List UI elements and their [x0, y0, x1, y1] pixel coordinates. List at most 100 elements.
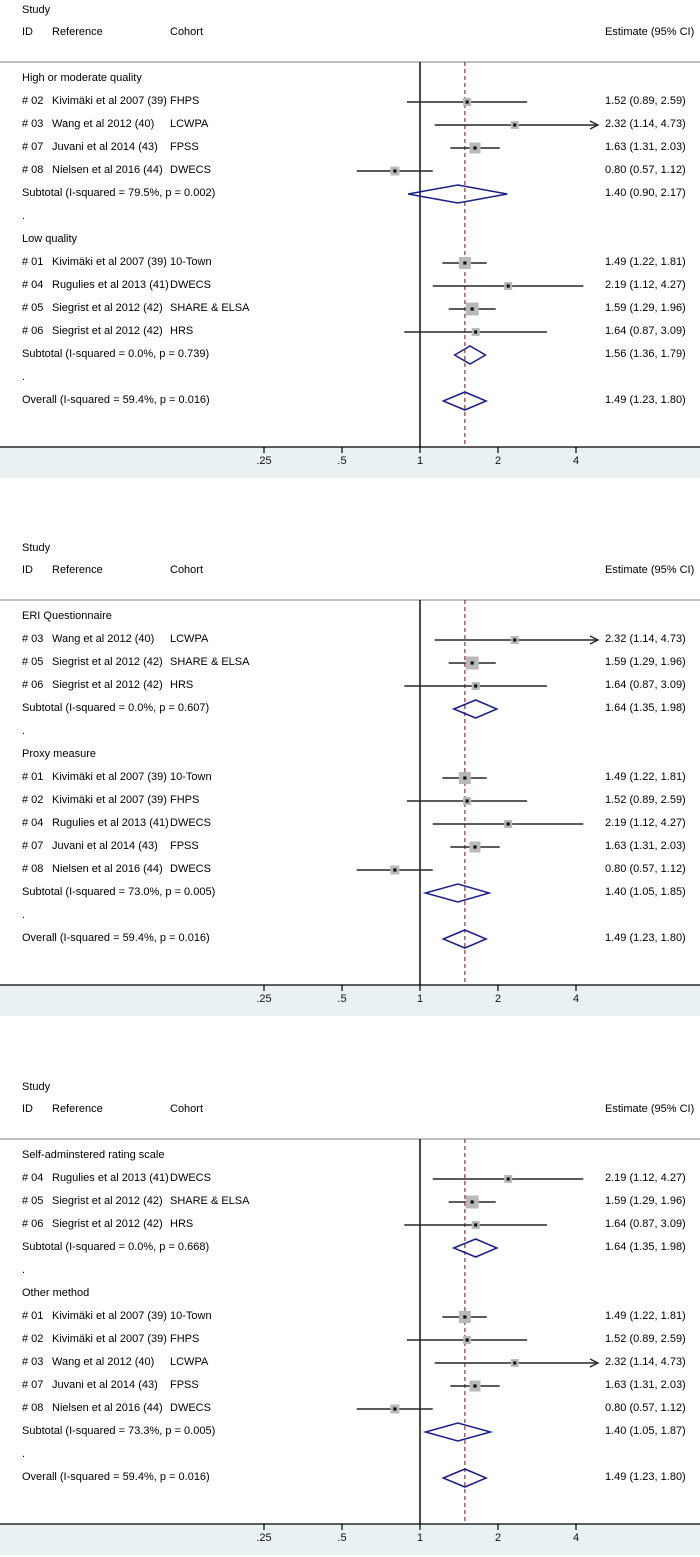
column-header-study: Study [22, 1081, 51, 1093]
axis-strip [0, 447, 700, 478]
axis-tick-label: .25 [256, 1532, 272, 1544]
study-id: # 04 [22, 1172, 44, 1184]
column-header-cohort: Cohort [170, 564, 204, 576]
study-estimate-ci: 1.59 (1.29, 1.96) [605, 302, 686, 314]
study-cohort: SHARE & ELSA [170, 656, 250, 668]
study-cohort: SHARE & ELSA [170, 302, 250, 314]
study-id: # 05 [22, 1195, 44, 1207]
point-estimate-marker [513, 123, 517, 127]
point-estimate-marker [393, 1407, 397, 1411]
point-estimate-marker [474, 1223, 478, 1227]
point-estimate-marker [474, 330, 478, 334]
spacer-dot: . [22, 725, 26, 737]
panel-plot-1 [0, 61, 700, 478]
study-cohort: DWECS [170, 817, 211, 829]
subtotal-label: Subtotal (I-squared = 73.0%, p = 0.005) [22, 886, 216, 898]
study-cohort: HRS [170, 325, 194, 337]
ci-clip-arrow [589, 635, 600, 645]
study-id: # 02 [22, 1333, 44, 1345]
subtotal-estimate-ci: 1.40 (0.90, 2.17) [605, 187, 686, 199]
column-header-id: ID [22, 1103, 33, 1115]
spacer-dot: . [22, 909, 26, 921]
ci-clip-arrow [589, 120, 600, 130]
column-header-reference: Reference [52, 564, 103, 576]
point-estimate-marker [473, 1384, 477, 1388]
study-estimate-ci: 1.64 (0.87, 3.09) [605, 325, 686, 337]
column-header-id: ID [22, 564, 33, 576]
study-estimate-ci: 1.59 (1.29, 1.96) [605, 656, 686, 668]
study-id: # 07 [22, 141, 44, 153]
group-label: Self-adminstered rating scale [22, 1149, 165, 1161]
subtotal-diamond [408, 184, 508, 204]
group-label: Proxy measure [22, 748, 96, 760]
subtotal-estimate-ci: 1.64 (1.35, 1.98) [605, 1241, 686, 1253]
point-estimate-marker [470, 661, 474, 665]
study-reference: Wang et al 2012 (40) [52, 633, 155, 645]
study-estimate-ci: 1.64 (0.87, 3.09) [605, 1218, 686, 1230]
study-reference: Rugulies et al 2013 (41) [52, 817, 169, 829]
study-estimate-ci: 2.19 (1.12, 4.27) [605, 1172, 686, 1184]
point-estimate-marker [506, 822, 510, 826]
study-id: # 08 [22, 164, 44, 176]
overall-estimate-ci: 1.49 (1.23, 1.80) [605, 932, 686, 944]
study-cohort: FPSS [170, 840, 199, 852]
study-reference: Siegrist et al 2012 (42) [52, 325, 163, 337]
axis-strip [0, 985, 700, 1016]
point-estimate-marker [470, 307, 474, 311]
column-header-study: Study [22, 542, 51, 554]
overall-estimate-ci: 1.49 (1.23, 1.80) [605, 1471, 686, 1483]
axis-tick-label: 1 [416, 993, 424, 1005]
point-estimate-marker [473, 845, 477, 849]
study-cohort: 10-Town [170, 771, 212, 783]
axis-strip [0, 1524, 700, 1555]
study-reference: Kivimäki et al 2007 (39) [52, 771, 167, 783]
study-reference: Wang et al 2012 (40) [52, 118, 155, 130]
axis-tick-label: .5 [337, 455, 347, 467]
column-header-estimate: Estimate (95% CI) [605, 564, 695, 576]
subtotal-diamond [451, 699, 499, 719]
study-cohort: DWECS [170, 164, 211, 176]
study-cohort: 10-Town [170, 256, 212, 268]
study-cohort: FPSS [170, 141, 199, 153]
overall-diamond [441, 929, 489, 949]
column-header-id: ID [22, 26, 33, 38]
study-cohort: HRS [170, 679, 194, 691]
study-reference: Kivimäki et al 2007 (39) [52, 1333, 167, 1345]
point-estimate-marker [465, 100, 469, 104]
study-id: # 07 [22, 1379, 44, 1391]
subtotal-label: Subtotal (I-squared = 73.3%, p = 0.005) [22, 1425, 216, 1437]
subtotal-diamond [453, 345, 488, 365]
study-reference: Siegrist et al 2012 (42) [52, 679, 163, 691]
study-id: # 02 [22, 95, 44, 107]
study-cohort: DWECS [170, 279, 211, 291]
study-estimate-ci: 2.32 (1.14, 4.73) [605, 1356, 686, 1368]
study-reference: Siegrist et al 2012 (42) [52, 656, 163, 668]
column-header-reference: Reference [52, 1103, 103, 1115]
axis-tick-label: 4 [572, 1532, 580, 1544]
subtotal-estimate-ci: 1.40 (1.05, 1.85) [605, 886, 686, 898]
group-label: ERI Questionnaire [22, 610, 112, 622]
subtotal-label: Subtotal (I-squared = 79.5%, p = 0.002) [22, 187, 216, 199]
spacer-dot: . [22, 1448, 26, 1460]
study-cohort: FHPS [170, 1333, 200, 1345]
overall-diamond [441, 1468, 489, 1488]
group-label: High or moderate quality [22, 72, 142, 84]
axis-tick-label: .5 [337, 993, 347, 1005]
axis-tick-label: .5 [337, 1532, 347, 1544]
point-estimate-marker [393, 169, 397, 173]
study-cohort: SHARE & ELSA [170, 1195, 250, 1207]
study-id: # 04 [22, 817, 44, 829]
axis-tick-label: 2 [494, 455, 502, 467]
spacer-dot: . [22, 210, 26, 222]
study-estimate-ci: 2.19 (1.12, 4.27) [605, 279, 686, 291]
study-id: # 07 [22, 840, 44, 852]
study-estimate-ci: 1.63 (1.31, 2.03) [605, 840, 686, 852]
study-reference: Rugulies et al 2013 (41) [52, 279, 169, 291]
panel-plot-3 [0, 1138, 700, 1555]
axis-tick-label: .25 [256, 455, 272, 467]
column-header-reference: Reference [52, 26, 103, 38]
study-cohort: HRS [170, 1218, 194, 1230]
study-id: # 03 [22, 633, 44, 645]
overall-diamond [441, 391, 489, 411]
study-cohort: LCWPA [170, 1356, 209, 1368]
